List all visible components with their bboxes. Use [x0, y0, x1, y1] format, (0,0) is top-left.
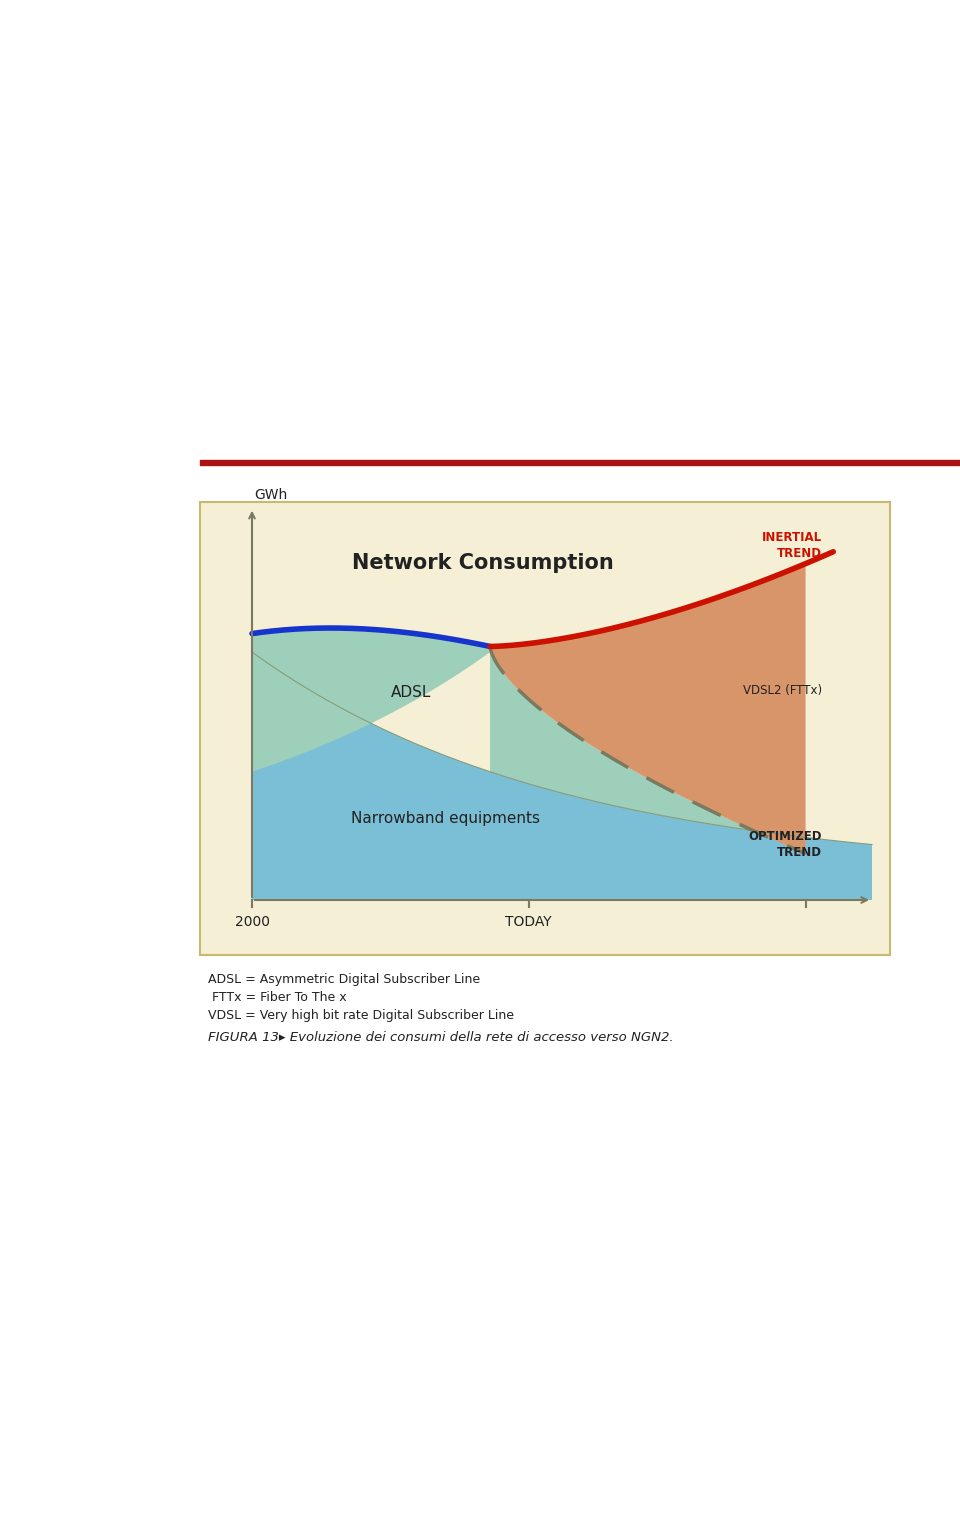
Text: Narrowband equipments: Narrowband equipments: [351, 812, 540, 826]
Text: VDSL = Very high bit rate Digital Subscriber Line: VDSL = Very high bit rate Digital Subscr…: [208, 1009, 514, 1022]
Text: FTTx = Fiber To The x: FTTx = Fiber To The x: [208, 990, 347, 1004]
Text: OPTIMIZED
TREND: OPTIMIZED TREND: [749, 830, 822, 859]
Polygon shape: [252, 652, 872, 900]
Text: VDSL2 (FTTx): VDSL2 (FTTx): [743, 684, 822, 697]
Polygon shape: [490, 647, 805, 853]
Text: INERTIAL
TREND: INERTIAL TREND: [762, 531, 822, 560]
Text: ADSL: ADSL: [391, 685, 431, 700]
Text: 2000: 2000: [234, 914, 270, 929]
Bar: [200, 502, 890, 955]
Text: GWh: GWh: [254, 488, 287, 502]
Text: TODAY: TODAY: [506, 914, 552, 929]
Text: FIGURA 13▸ Evoluzione dei consumi della rete di accesso verso NGN2.: FIGURA 13▸ Evoluzione dei consumi della …: [208, 1032, 674, 1044]
Polygon shape: [252, 629, 490, 772]
Text: ADSL = Asymmetric Digital Subscriber Line: ADSL = Asymmetric Digital Subscriber Lin…: [208, 974, 480, 986]
Text: Network Consumption: Network Consumption: [351, 554, 613, 574]
Polygon shape: [490, 563, 805, 853]
